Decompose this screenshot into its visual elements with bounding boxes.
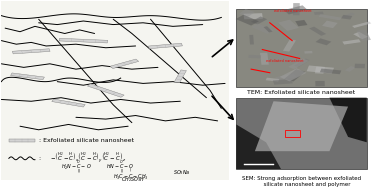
Bar — [249, 35, 254, 45]
Bar — [353, 32, 368, 39]
Text: $SO_3Na$: $SO_3Na$ — [173, 168, 191, 177]
Bar — [295, 20, 307, 26]
Polygon shape — [255, 101, 348, 151]
Bar — [251, 23, 274, 34]
Bar — [243, 13, 263, 19]
Bar — [263, 26, 273, 33]
Bar — [341, 15, 352, 19]
Bar — [355, 64, 365, 68]
Bar — [345, 66, 356, 72]
Bar — [319, 14, 342, 20]
Bar — [342, 12, 355, 19]
Bar — [52, 99, 85, 107]
Bar — [2, 1, 229, 180]
Bar — [59, 38, 108, 43]
Bar — [280, 68, 307, 81]
Bar — [235, 15, 259, 26]
Bar — [307, 65, 334, 74]
Bar — [322, 21, 338, 28]
Bar — [288, 58, 309, 69]
Text: $H_2N-\overset{O}{\underset{||}{C}}-O$: $H_2N-\overset{O}{\underset{||}{C}}-O$ — [61, 160, 92, 175]
Bar — [320, 69, 341, 74]
Bar — [316, 38, 332, 45]
Text: $CH_2SO_3H$: $CH_2SO_3H$ — [121, 175, 145, 184]
Bar — [342, 39, 361, 45]
Bar — [276, 55, 299, 63]
Bar — [248, 55, 261, 58]
Bar — [236, 98, 367, 169]
Bar — [236, 9, 367, 87]
Bar — [273, 79, 293, 85]
Text: TEM: Exfoliated silicate nanosheet: TEM: Exfoliated silicate nanosheet — [248, 90, 356, 95]
Bar — [11, 73, 44, 80]
Bar — [266, 78, 279, 82]
Bar — [87, 84, 124, 97]
Bar — [278, 20, 299, 31]
Bar — [315, 81, 325, 86]
Bar — [314, 12, 324, 15]
Bar — [315, 67, 325, 74]
Text: SEM: Strong adsorption between exfoliated
      silicate nanosheet and polymer: SEM: Strong adsorption between exfoliate… — [242, 176, 361, 187]
Bar — [352, 21, 371, 28]
Bar — [251, 16, 267, 25]
Text: exfoliated nanosheet: exfoliated nanosheet — [274, 9, 311, 13]
Text: : Exfoliated silicate nanosheet: : Exfoliated silicate nanosheet — [39, 138, 134, 143]
Text: exfoliated nanosheet: exfoliated nanosheet — [266, 59, 304, 63]
Bar — [9, 139, 35, 142]
Bar — [294, 59, 310, 67]
Text: $H_3C-\overset{|}{C}-CH_3$: $H_3C-\overset{|}{C}-CH_3$ — [113, 167, 149, 182]
Text: :: : — [39, 156, 41, 161]
Bar — [285, 130, 300, 137]
Bar — [356, 29, 371, 41]
Bar — [284, 5, 307, 15]
Bar — [260, 53, 269, 65]
Bar — [275, 74, 297, 81]
Bar — [309, 27, 326, 36]
Bar — [244, 164, 274, 165]
Text: $HN-\overset{O}{\underset{||}{C}}-O$: $HN-\overset{O}{\underset{||}{C}}-O$ — [106, 160, 134, 175]
Bar — [12, 49, 50, 54]
Bar — [304, 51, 313, 54]
Bar — [110, 59, 139, 69]
Bar — [283, 40, 296, 52]
Polygon shape — [330, 98, 367, 142]
Bar — [239, 9, 255, 17]
Polygon shape — [236, 124, 281, 169]
Bar — [174, 70, 186, 83]
Text: $-\left(\overset{H_2}{C}-\overset{H}{C}\right)_x\left(\overset{H_2}{C}-\overset{: $-\left(\overset{H_2}{C}-\overset{H}{C}\… — [50, 151, 126, 166]
Bar — [149, 43, 183, 49]
Bar — [284, 69, 305, 81]
Bar — [293, 3, 300, 15]
